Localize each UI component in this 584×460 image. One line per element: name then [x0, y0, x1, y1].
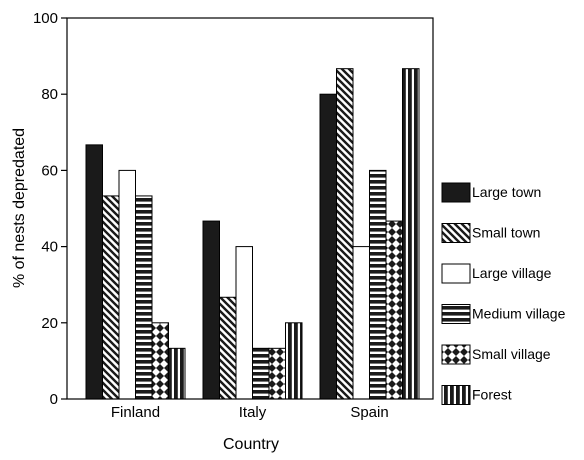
y-axis-label: % of nests depredated	[11, 128, 28, 288]
bar-spain-large-village	[352, 246, 370, 400]
bar-italy-small-town	[219, 296, 237, 400]
bar-spain-forest	[402, 68, 420, 400]
legend-swatch-small-village	[441, 344, 471, 365]
bar-finland-small-town	[102, 195, 120, 400]
bar-italy-large-village	[235, 246, 253, 400]
legend: Large town Small town Large village Medium …	[441, 182, 566, 405]
bar-italy-forest	[285, 322, 303, 400]
y-tick-label: 60	[41, 162, 58, 179]
legend-label-forest: Forest	[472, 387, 512, 403]
y-axis: 0 20 40 60 80 100	[33, 10, 67, 408]
legend-label-medium-village: Medium village	[472, 306, 566, 322]
x-axis-label: Country	[223, 436, 279, 453]
bars-layer	[85, 68, 420, 400]
bar-spain-large-town	[319, 93, 337, 400]
bar-finland-large-village	[118, 169, 136, 400]
bar-spain-medium-village	[369, 169, 387, 400]
legend-label-small-town: Small town	[472, 225, 540, 241]
bar-italy-small-village	[268, 347, 286, 400]
plot-frame	[66, 17, 434, 400]
y-tick-label: 0	[50, 391, 58, 408]
y-tick-label: 40	[41, 239, 58, 256]
y-tick-label: 20	[41, 315, 58, 332]
bar-finland-large-town	[85, 144, 103, 400]
legend-swatch-small-town	[441, 223, 471, 243]
bar-spain-small-village	[385, 220, 403, 400]
x-axis: Finland Italy Spain	[111, 404, 389, 421]
legend-swatch-large-village	[441, 263, 471, 284]
bar-italy-large-town	[202, 220, 220, 400]
bar-spain-small-town	[336, 68, 354, 400]
bar-finland-medium-village	[135, 195, 153, 400]
bar-italy-medium-village	[252, 347, 270, 400]
legend-label-small-village: Small village	[472, 346, 551, 362]
legend-swatch-forest	[441, 385, 471, 405]
legend-swatch-medium-village	[441, 304, 471, 324]
legend-label-large-village: Large village	[472, 265, 552, 281]
legend-label-large-town: Large town	[472, 184, 541, 200]
x-tick-label-finland: Finland	[111, 404, 160, 421]
bar-finland-forest	[168, 347, 186, 400]
y-tick-label: 100	[33, 10, 58, 27]
legend-swatch-large-town	[441, 182, 471, 203]
x-tick-label-italy: Italy	[239, 404, 267, 421]
y-tick-label: 80	[41, 86, 58, 103]
bar-finland-small-village	[151, 322, 169, 400]
x-tick-label-spain: Spain	[350, 404, 388, 421]
